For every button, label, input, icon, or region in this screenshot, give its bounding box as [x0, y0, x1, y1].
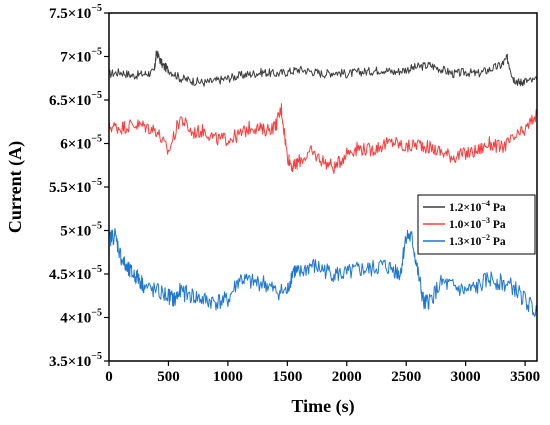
x-tick-label: 0 [105, 369, 113, 385]
y-axis: 3.5×10−5 4×10−5 4.5×10−5 5×10−5 5.5×10−5 6×10… [49, 3, 109, 370]
x-tick-label: 2000 [332, 369, 362, 385]
legend-label: 1.2×10−4 Pa [449, 199, 506, 214]
x-tick-label: 500 [157, 369, 180, 385]
x-axis-title: Time (s) [291, 396, 354, 417]
series-line-1 [108, 50, 538, 87]
y-tick-label: 6.5×10−5 [49, 90, 102, 109]
x-tick-label: 1500 [272, 369, 302, 385]
legend-label: 1.3×10−2 Pa [449, 233, 506, 248]
y-tick-label: 6×10−5 [60, 134, 102, 153]
series-line-3 [108, 228, 538, 317]
legend: 1.2×10−4 Pa 1.0×10−3 Pa 1.3×10−2 Pa [417, 194, 536, 255]
y-tick-label: 4.5×10−5 [49, 264, 102, 283]
y-tick-label: 5.5×10−5 [49, 177, 102, 196]
legend-label: 1.0×10−3 Pa [449, 216, 506, 231]
x-tick-label: 1000 [213, 369, 243, 385]
y-axis-title: Current (A) [5, 141, 26, 233]
y-tick-label: 7.5×10−5 [49, 3, 102, 22]
x-tick-label: 2500 [391, 369, 421, 385]
y-tick-label: 5×10−5 [60, 221, 102, 240]
x-tick-label: 3000 [451, 369, 481, 385]
series-layer [108, 50, 538, 317]
y-tick-label: 4×10−5 [60, 308, 102, 327]
series-line-2 [108, 103, 538, 174]
y-tick-label: 3.5×10−5 [49, 351, 102, 370]
x-tick-label: 3500 [510, 369, 540, 385]
y-tick-label: 7×10−5 [60, 47, 102, 66]
x-axis: 0 500 1000 1500 2000 2500 3000 3500 [105, 361, 540, 385]
